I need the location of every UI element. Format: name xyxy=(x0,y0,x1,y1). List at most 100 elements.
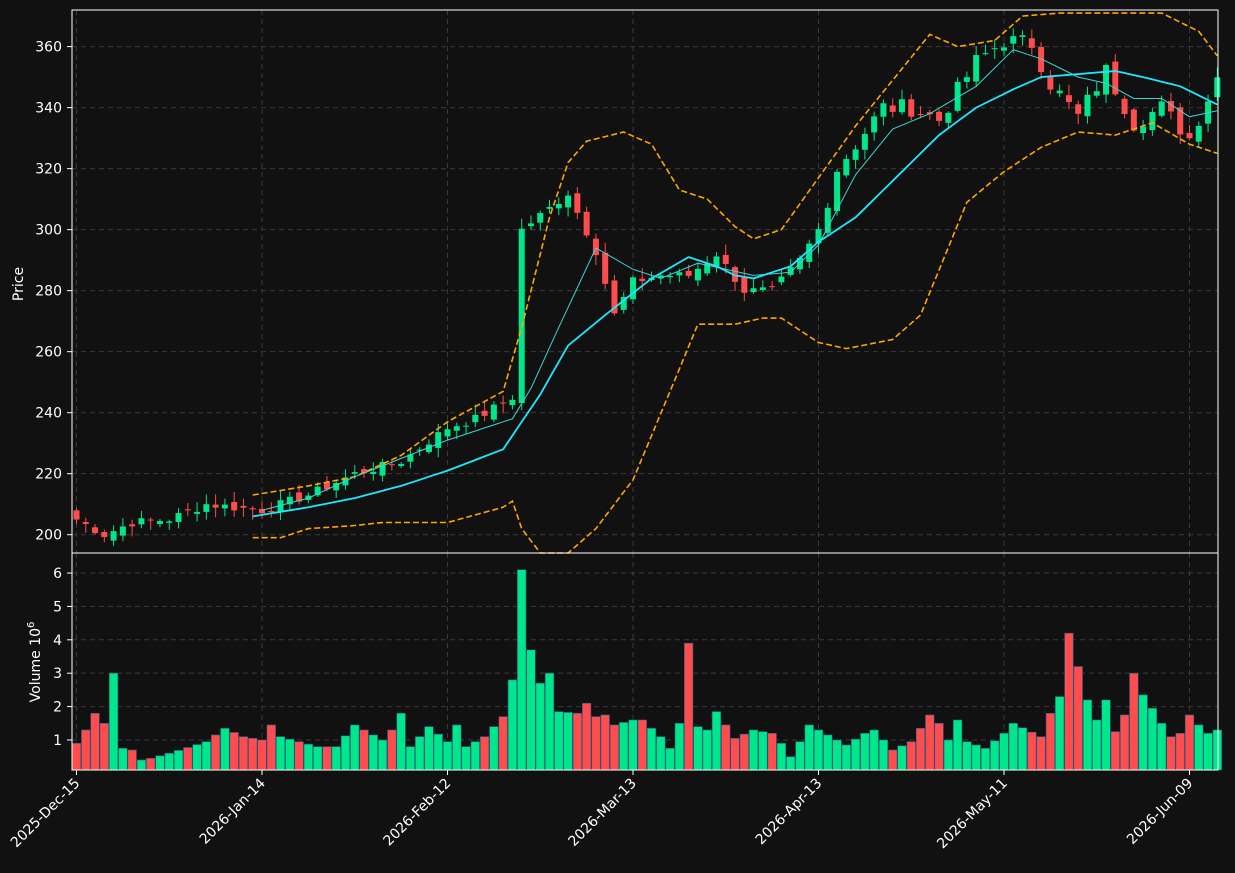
volume-bar xyxy=(554,711,564,771)
volume-bar xyxy=(248,737,258,771)
volume-bar xyxy=(637,719,647,771)
candle-body xyxy=(286,496,293,505)
candle-body xyxy=(806,243,813,262)
volume-bar xyxy=(238,736,249,771)
volume-bar xyxy=(915,727,926,771)
volume-bar xyxy=(229,732,239,771)
moving-average-slow-line xyxy=(252,70,1218,518)
volume-bar xyxy=(591,716,601,771)
candle-body xyxy=(147,519,154,521)
price-tick-label: 340 xyxy=(35,101,62,117)
price-tick-label: 360 xyxy=(35,40,62,56)
volume-bar xyxy=(99,722,109,771)
volume-bar xyxy=(1110,731,1120,771)
candle-body xyxy=(917,114,924,116)
candle-body xyxy=(1065,95,1072,102)
candle-body xyxy=(500,402,507,404)
candle-body xyxy=(639,278,646,282)
candle-body xyxy=(119,526,126,536)
candle-body xyxy=(611,280,618,314)
volume-bar xyxy=(1101,699,1111,771)
volume-bar xyxy=(581,702,592,771)
candle-body xyxy=(110,531,117,541)
price-tick-label: 300 xyxy=(35,223,62,239)
candle-body xyxy=(741,277,748,293)
candle-body xyxy=(509,399,516,406)
volume-bar xyxy=(266,724,276,771)
candle-body xyxy=(685,270,692,276)
volume-panel-frame xyxy=(71,552,1219,771)
candle-body xyxy=(444,429,451,437)
volume-bar xyxy=(684,642,694,771)
candle-body xyxy=(750,288,757,293)
candle-body xyxy=(555,203,562,209)
candle-body xyxy=(982,53,989,55)
candle-body xyxy=(963,77,970,82)
volume-bar xyxy=(377,739,388,771)
volume-bar xyxy=(489,726,499,771)
candle-body xyxy=(1140,126,1147,134)
volume-tick-label: 3 xyxy=(53,666,62,682)
volume-bar xyxy=(331,746,341,771)
volume-bar xyxy=(285,738,295,771)
candle-body xyxy=(936,111,943,121)
candle-body xyxy=(657,275,664,279)
volume-bar xyxy=(507,679,518,771)
candle-body xyxy=(1149,112,1156,131)
volume-bar xyxy=(396,712,406,771)
candle-body xyxy=(1214,77,1221,98)
volume-tick-label: 4 xyxy=(53,633,62,649)
volume-axis: 1 2 3 4 5 6 xyxy=(53,566,72,749)
candle-body xyxy=(221,504,228,509)
volume-bar xyxy=(693,726,703,771)
volume-bar xyxy=(1157,722,1167,771)
candle-body xyxy=(861,133,868,150)
volume-tick-label: 2 xyxy=(53,700,62,716)
volume-bar xyxy=(702,729,712,771)
candle-body xyxy=(240,505,247,508)
price-axis: 200 220 240 260 280 300 320 340 360 xyxy=(35,40,72,544)
volume-bar xyxy=(758,731,768,771)
volume-bar xyxy=(711,711,722,771)
candlesticks xyxy=(73,28,1221,546)
volume-bar xyxy=(721,724,731,771)
volume-bar xyxy=(739,733,749,771)
candle-body xyxy=(565,195,572,208)
candle-body xyxy=(194,511,201,514)
volume-tick-label: 1 xyxy=(53,733,62,749)
candle-body xyxy=(1056,90,1063,94)
volume-axis-label: Volume 106 xyxy=(26,622,44,703)
volume-bar xyxy=(313,746,323,771)
volume-bar xyxy=(860,732,870,771)
candle-body xyxy=(370,471,377,475)
candle-body xyxy=(518,228,525,403)
volume-bar xyxy=(1064,632,1074,771)
volume-bar xyxy=(90,712,100,771)
candle-body xyxy=(537,213,544,223)
volume-bar xyxy=(600,714,610,771)
candle-body xyxy=(1186,132,1193,139)
candle-body xyxy=(1038,47,1045,73)
price-tick-label: 280 xyxy=(35,284,62,300)
candle-body xyxy=(759,287,766,290)
volume-bar xyxy=(127,749,137,771)
candle-body xyxy=(361,469,368,474)
candle-body xyxy=(1010,36,1017,44)
volume-bar xyxy=(563,712,573,771)
candle-body xyxy=(481,410,488,416)
volume-bar xyxy=(943,739,953,771)
volume-bar xyxy=(980,747,991,771)
bollinger-lower-line xyxy=(252,122,1218,554)
volume-bar xyxy=(748,729,759,771)
volume-tick-label: 6 xyxy=(53,566,62,582)
volume-bar xyxy=(173,750,184,771)
volume-tick-label: 5 xyxy=(53,599,62,615)
volume-bar xyxy=(210,734,221,771)
candle-body xyxy=(472,414,479,423)
candle-body xyxy=(871,116,878,133)
volume-bar xyxy=(1055,696,1065,771)
candle-body xyxy=(277,500,284,512)
volume-bar xyxy=(674,722,685,771)
volume-bar xyxy=(786,756,796,771)
